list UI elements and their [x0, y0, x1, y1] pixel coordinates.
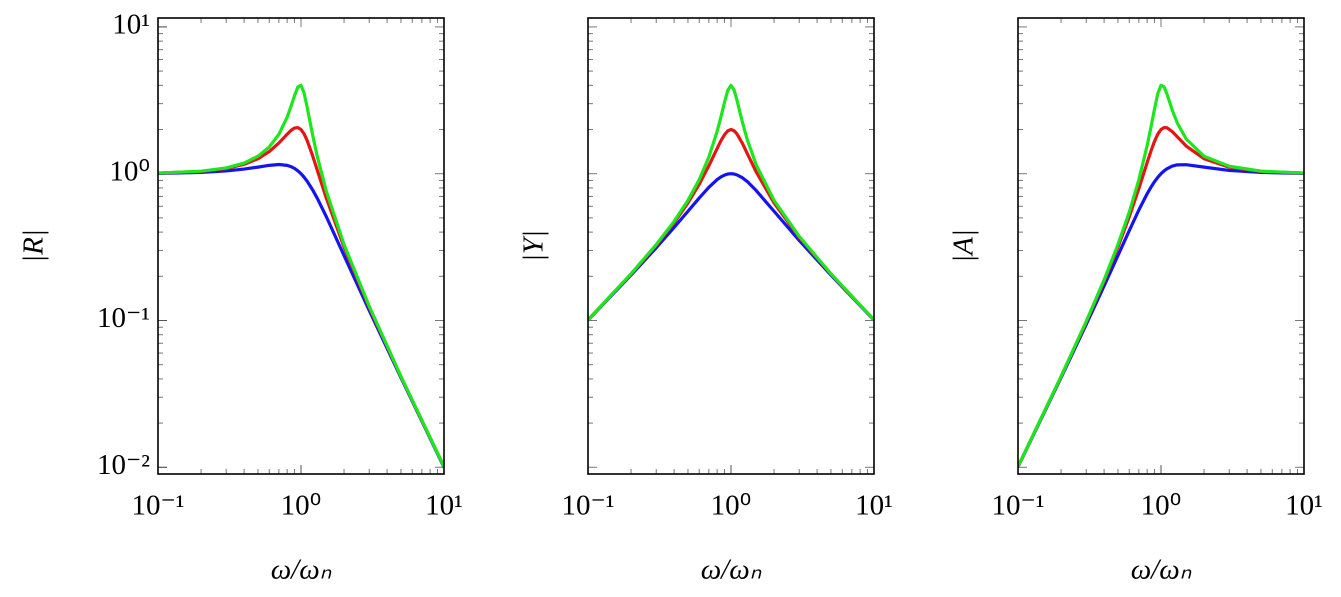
plot-frame: [157, 17, 445, 475]
x-tick-label: 10¹: [855, 490, 893, 522]
series-line: [158, 125, 444, 468]
series-line: [158, 162, 444, 468]
x-tick-label: 10¹: [425, 490, 463, 522]
x-tick-label: 10⁰: [1141, 490, 1182, 522]
x-tick-label: 10⁻¹: [991, 490, 1044, 522]
y-axis-label: |Y|: [518, 230, 550, 262]
series-line: [588, 83, 874, 321]
y-tick-label: 10⁻¹: [97, 302, 150, 334]
y-tick-label: 10⁰: [109, 155, 150, 187]
series-line: [1018, 125, 1304, 468]
series-line: [588, 172, 874, 322]
series-line: [1018, 163, 1304, 468]
x-axis-label: ω/ωₙ: [701, 554, 762, 586]
plot-frame: [587, 17, 875, 475]
y-tick-label: 10¹: [112, 9, 150, 41]
x-axis-label: ω/ωₙ: [1131, 554, 1192, 586]
x-tick-label: 10⁰: [711, 490, 752, 522]
plot-frame: [1017, 17, 1305, 475]
y-axis-label: |A|: [948, 229, 980, 263]
x-tick-label: 10⁰: [281, 490, 322, 522]
series-line: [158, 83, 444, 468]
y-axis-label: |R|: [18, 229, 50, 263]
series-line: [588, 127, 874, 322]
series-line: [1018, 83, 1304, 468]
x-tick-label: 10¹: [1285, 490, 1323, 522]
x-axis-label: ω/ωₙ: [271, 554, 332, 586]
y-tick-label: 10⁻²: [97, 449, 150, 481]
x-tick-label: 10⁻¹: [561, 490, 614, 522]
x-tick-label: 10⁻¹: [131, 490, 184, 522]
